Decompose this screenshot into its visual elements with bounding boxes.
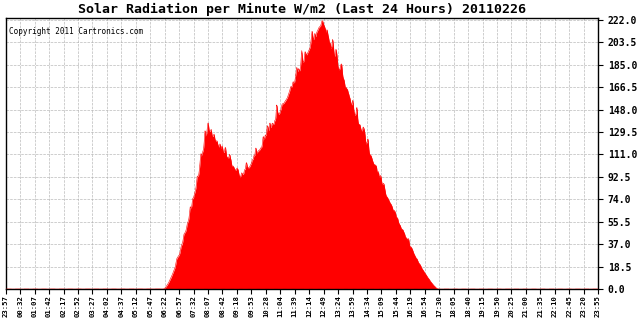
Title: Solar Radiation per Minute W/m2 (Last 24 Hours) 20110226: Solar Radiation per Minute W/m2 (Last 24… [78,3,526,16]
Text: Copyright 2011 Cartronics.com: Copyright 2011 Cartronics.com [9,27,143,36]
